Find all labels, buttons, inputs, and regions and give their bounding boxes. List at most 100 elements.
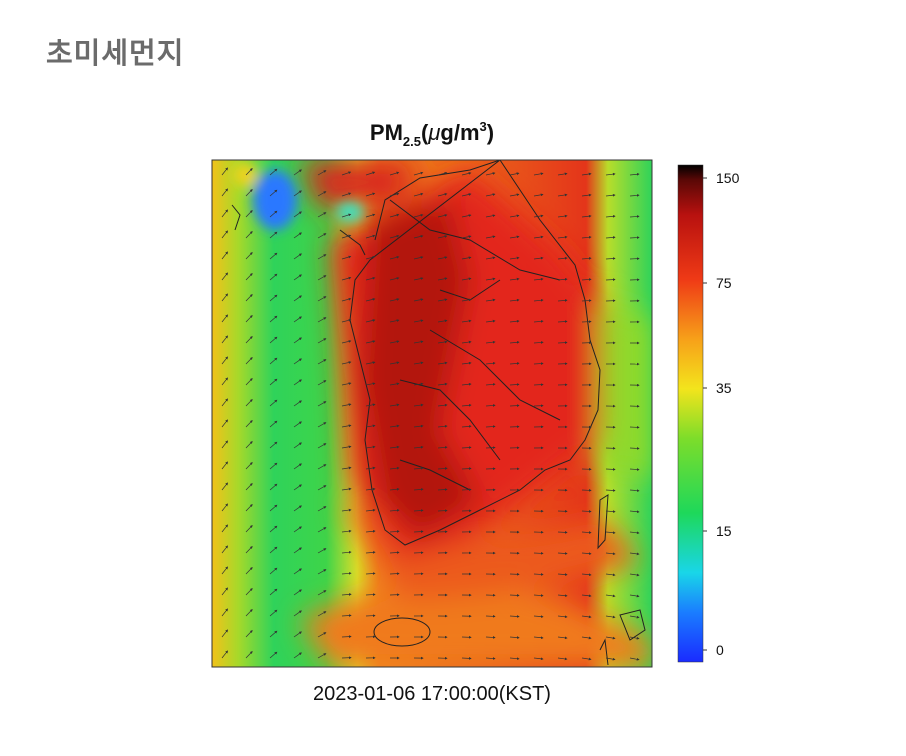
wind-arrow [245,630,253,638]
wind-arrow [317,191,327,197]
wind-arrow [629,215,640,218]
wind-arrow [341,361,352,365]
wind-arrow [581,594,592,598]
wind-arrow [389,445,400,449]
wind-arrow [341,529,352,533]
wind-arrow [437,256,448,260]
wind-arrow [389,530,400,533]
wind-arrow [293,610,302,617]
wind-arrow [245,567,253,575]
wind-arrow [413,319,424,323]
wind-arrow [245,189,253,197]
wind-arrow [221,608,229,617]
wind-arrow [437,382,448,386]
wind-arrow [269,420,278,428]
wind-arrow [581,552,592,555]
wind-arrow [581,256,592,260]
wind-arrow [341,213,352,218]
wind-arrow [509,340,520,344]
wind-arrow [437,319,448,323]
wind-arrow [581,172,592,176]
wind-arrow [221,356,229,365]
wind-arrow [389,319,400,323]
wind-arrow [605,594,616,598]
wind-arrow [269,588,278,596]
colorbar-tick-label: 150 [716,170,740,186]
wind-arrow [269,252,278,260]
wind-arrow [509,256,520,260]
wind-arrow [341,593,352,596]
wind-arrow [365,403,376,407]
wind-arrow [461,298,472,302]
wind-arrow [293,190,302,197]
wind-arrow [581,214,592,218]
wind-arrow [269,231,278,239]
wind-arrow [341,234,352,239]
wind-arrow [341,382,352,386]
wind-arrow [413,277,424,281]
wind-arrow [389,340,400,344]
wind-arrow [269,546,278,554]
wind-arrow [509,404,520,407]
wind-arrow [533,615,544,618]
wind-arrow [509,235,520,239]
wind-arrow [245,504,253,512]
wind-arrow [317,233,327,239]
wind-arrow [365,255,376,260]
wind-arrow [629,552,640,556]
wind-arrow [533,298,544,302]
wind-arrow [581,573,592,577]
wind-arrow [509,319,520,323]
wind-arrow [317,275,327,281]
wind-arrow [317,653,327,659]
wind-arrow [317,506,327,512]
wind-arrow [605,467,616,471]
wind-arrow [461,425,472,428]
wind-arrow [509,657,520,661]
wind-arrow [341,318,352,323]
wind-arrow [245,420,253,428]
wind-arrow [509,636,520,639]
wind-arrow [629,236,640,239]
wind-arrow [557,277,568,281]
wind-arrow [365,382,376,386]
wind-arrow [413,171,424,176]
wind-arrow [461,256,472,260]
wind-arrow [461,467,472,470]
wind-arrow [365,466,376,470]
wind-arrow [293,526,302,533]
wind-arrow [437,361,448,365]
wind-arrow [581,657,592,661]
wind-arrow [221,566,229,575]
wind-arrow [413,298,424,302]
wind-arrow [293,442,302,449]
wind-arrow [629,636,640,640]
wind-arrow [389,298,400,302]
wind-arrow [533,341,544,344]
wind-arrow [245,441,253,449]
wind-arrow [629,510,640,514]
wind-arrow [293,568,302,575]
wind-arrow [413,530,424,533]
wind-arrow [365,529,376,533]
wind-arrow [341,276,352,281]
wind-arrow [485,277,496,281]
wind-arrow [605,236,616,239]
wind-arrow [605,573,616,577]
wind-arrow [629,594,640,598]
wind-arrow [221,419,229,428]
wind-arrow [533,193,544,197]
wind-arrow [365,572,376,575]
wind-arrow [293,295,302,302]
wind-arrow [365,361,376,365]
wind-arrow [533,636,544,640]
wind-arrow [605,531,616,535]
wind-arrow [389,487,400,491]
wind-arrow [221,335,229,344]
wind-arrow [245,588,253,596]
section-title: 초미세먼지 [46,36,185,70]
wind-arrow [341,571,352,575]
wind-arrow [533,235,544,239]
